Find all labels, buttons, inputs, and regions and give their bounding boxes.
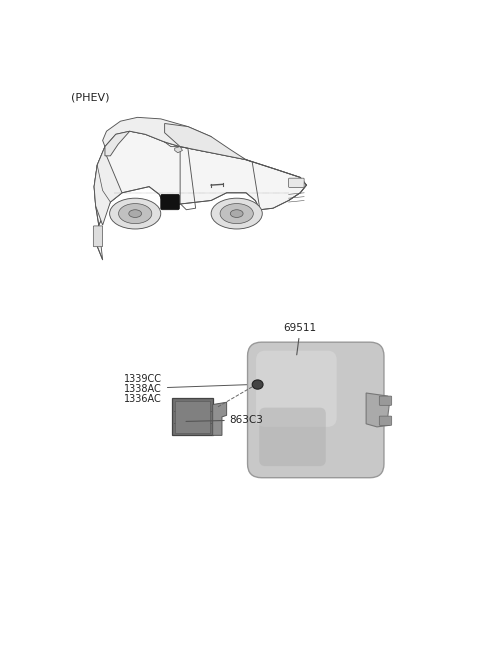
Ellipse shape (119, 204, 152, 223)
FancyBboxPatch shape (175, 401, 210, 433)
Polygon shape (94, 131, 306, 260)
Text: (PHEV): (PHEV) (71, 93, 109, 102)
Polygon shape (94, 147, 122, 225)
FancyBboxPatch shape (93, 226, 103, 246)
FancyBboxPatch shape (288, 178, 304, 187)
FancyBboxPatch shape (379, 416, 392, 425)
Ellipse shape (252, 380, 263, 389)
Ellipse shape (220, 204, 253, 223)
Text: 1338AC: 1338AC (124, 384, 162, 394)
Polygon shape (366, 393, 389, 427)
FancyBboxPatch shape (379, 396, 392, 405)
Ellipse shape (230, 210, 243, 217)
Polygon shape (175, 147, 182, 153)
FancyBboxPatch shape (161, 194, 180, 210)
Text: 69511: 69511 (284, 323, 317, 355)
Polygon shape (103, 118, 215, 152)
FancyBboxPatch shape (248, 342, 384, 478)
Ellipse shape (129, 210, 142, 217)
FancyBboxPatch shape (172, 398, 213, 436)
Ellipse shape (211, 198, 262, 229)
Text: 1336AC: 1336AC (124, 394, 162, 404)
FancyBboxPatch shape (259, 407, 326, 466)
Polygon shape (213, 402, 227, 436)
Ellipse shape (109, 198, 161, 229)
FancyBboxPatch shape (256, 351, 336, 427)
Polygon shape (165, 124, 246, 160)
Polygon shape (105, 131, 130, 156)
Text: 863C3: 863C3 (186, 415, 264, 425)
Text: 1339CC: 1339CC (124, 374, 162, 384)
